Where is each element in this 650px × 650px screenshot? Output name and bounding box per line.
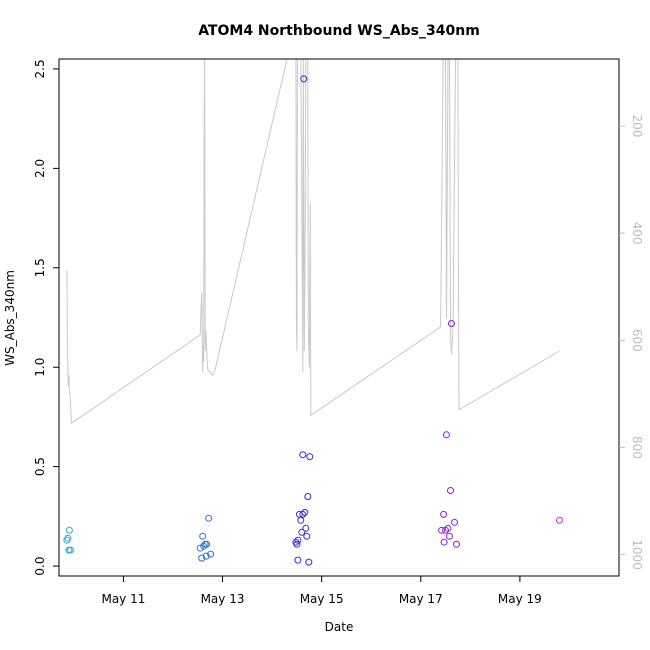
data-point	[306, 453, 314, 461]
altitude-line	[66, 58, 560, 425]
x-tick-label: May 13	[201, 592, 245, 606]
x-axis: May 11 May 13 May 15 May 17 May 19	[101, 576, 542, 606]
plot-frame	[58, 58, 620, 577]
data-point	[446, 532, 453, 540]
data-point	[302, 524, 310, 532]
data-point	[202, 552, 210, 560]
x-tick-label: May 11	[101, 592, 145, 606]
data-point	[451, 518, 458, 526]
right-tick-label: 1000	[630, 539, 644, 570]
data-point	[298, 528, 306, 536]
x-tick-label: May 19	[498, 592, 542, 606]
right-tick-label: 600	[630, 329, 644, 352]
data-point	[440, 510, 448, 518]
scatter-points-layer	[63, 75, 563, 566]
data-point	[196, 544, 204, 552]
data-point	[299, 510, 307, 518]
data-point	[65, 546, 73, 554]
data-point	[207, 550, 215, 558]
data-point	[294, 536, 302, 544]
altitude-line-layer	[66, 58, 560, 425]
data-point	[556, 516, 563, 524]
data-point	[305, 558, 313, 566]
data-point	[294, 556, 302, 564]
y-tick-label: 0.0	[33, 557, 47, 576]
chart-title: ATOM4 Northbound WS_Abs_340nm	[198, 23, 480, 39]
data-point	[303, 532, 311, 540]
data-point	[300, 75, 308, 83]
data-point	[203, 540, 211, 548]
data-point	[448, 320, 455, 327]
data-point	[205, 514, 213, 522]
data-point	[438, 526, 446, 534]
x-axis-label: Date	[325, 620, 354, 634]
data-point	[453, 540, 460, 548]
data-point	[443, 431, 450, 439]
x-tick-label: May 17	[399, 592, 443, 606]
data-point	[301, 508, 309, 516]
data-point	[198, 554, 206, 562]
y-tick-label: 1.5	[33, 258, 47, 277]
data-point	[299, 451, 307, 459]
y-tick-label: 0.5	[33, 457, 47, 476]
data-point	[444, 524, 452, 532]
data-point	[293, 540, 301, 548]
x-tick-label: May 15	[300, 592, 344, 606]
right-tick-label: 800	[630, 436, 644, 459]
y-tick-label: 1.0	[33, 358, 47, 377]
data-point	[304, 493, 312, 500]
data-point	[199, 532, 207, 540]
data-point	[65, 526, 73, 534]
y-tick-label: 2.5	[33, 59, 47, 78]
y-axis: 0.0 0.5 1.0 1.5 2.0 2.5	[33, 59, 59, 576]
data-point	[447, 487, 454, 494]
y-axis-label: WS_Abs_340nm	[3, 270, 17, 366]
right-tick-label: 400	[630, 222, 644, 245]
data-point	[297, 516, 305, 524]
data-point	[64, 534, 72, 542]
right-axis: 200 400 600 800 1000	[619, 115, 644, 570]
y-tick-label: 2.0	[33, 159, 47, 178]
right-tick-label: 200	[630, 115, 644, 138]
data-point	[440, 538, 448, 546]
